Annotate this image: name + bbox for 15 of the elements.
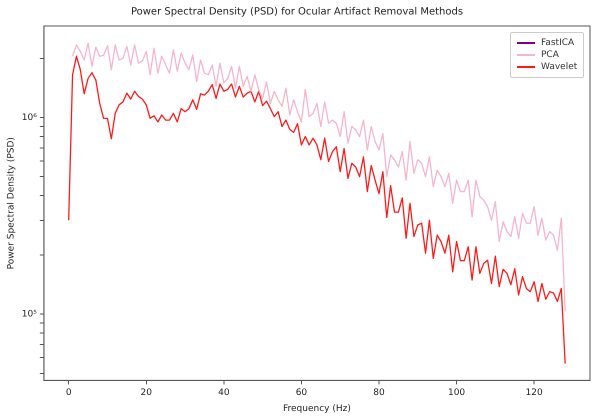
legend-label: Wavelet	[541, 62, 578, 72]
x-tick-label: 40	[218, 388, 230, 398]
x-tick-label: 0	[66, 388, 72, 398]
y-tick-label: 10⁶	[22, 112, 38, 123]
x-tick-label: 100	[448, 388, 466, 398]
x-tick-label: 20	[140, 388, 152, 398]
legend-label: PCA	[541, 50, 559, 60]
chart-title: Power Spectral Density (PSD) for Ocular Artifact Removal Methods	[130, 6, 464, 18]
x-tick-label: 120	[526, 388, 544, 398]
y-axis-title: Power Spectral Density (PSD)	[6, 137, 17, 270]
x-tick-label: 60	[296, 388, 308, 398]
x-axis-title: Frequency (Hz)	[282, 404, 351, 414]
y-tick-label: 10⁵	[22, 309, 38, 320]
x-tick-label: 80	[373, 388, 385, 398]
legend-label: FastICA	[541, 38, 574, 48]
